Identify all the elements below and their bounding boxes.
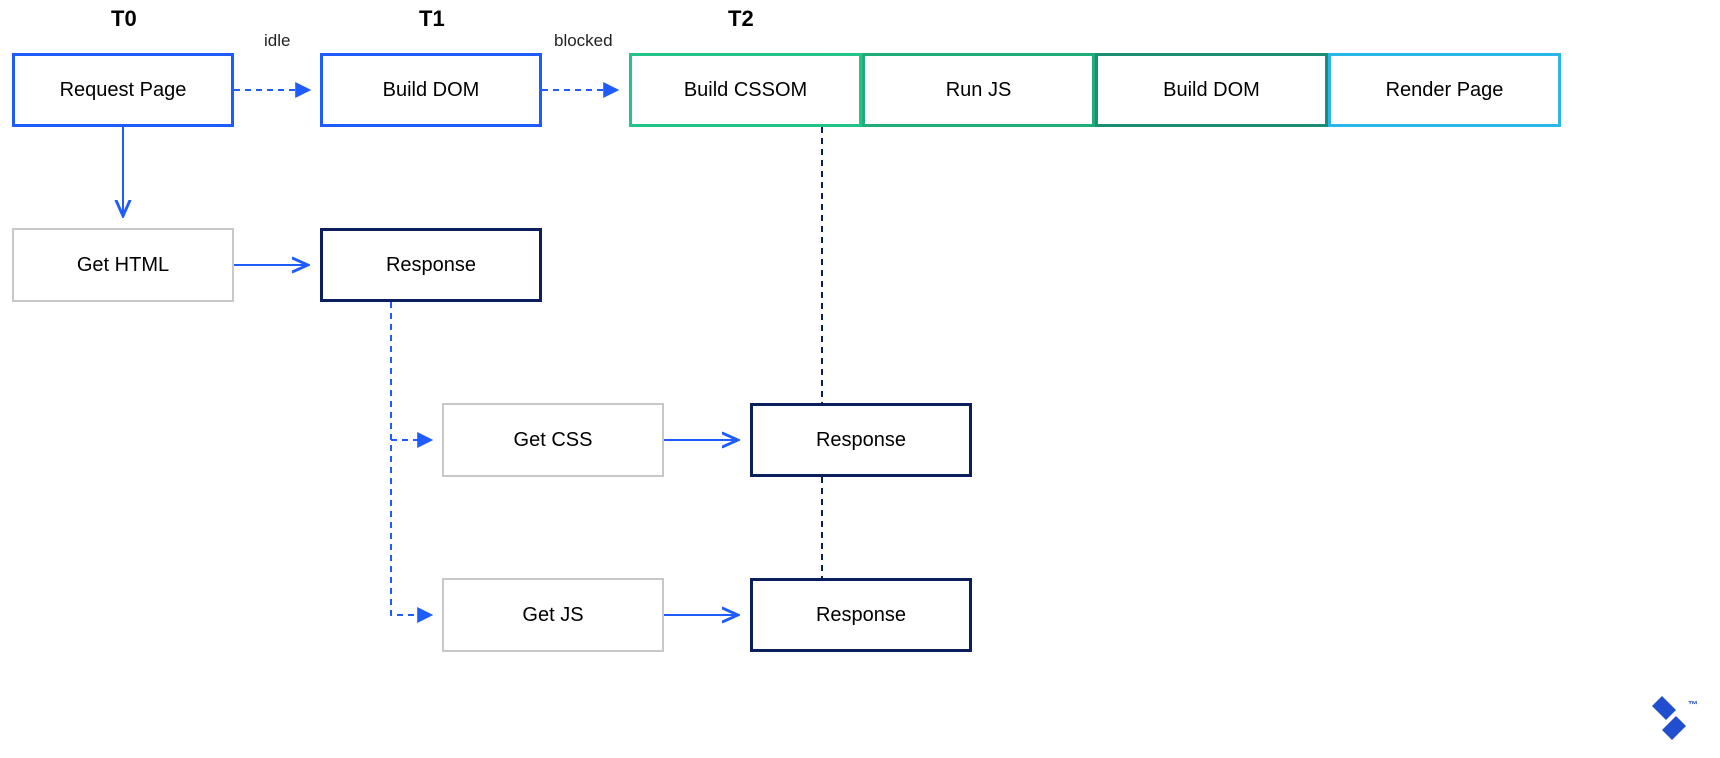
trademark-label: ™ [1688, 700, 1698, 711]
node-response-1: Response [320, 228, 542, 302]
annotation-blocked: blocked [554, 31, 613, 51]
node-get-js: Get JS [442, 578, 664, 652]
node-get-html: Get HTML [12, 228, 234, 302]
time-label-t0: T0 [111, 6, 137, 32]
node-build-dom-1: Build DOM [320, 53, 542, 127]
node-response-3: Response [750, 578, 972, 652]
time-label-t2: T2 [728, 6, 754, 32]
time-label-t1: T1 [419, 6, 445, 32]
node-response-2: Response [750, 403, 972, 477]
node-get-css: Get CSS [442, 403, 664, 477]
toptal-logo-icon [1652, 696, 1686, 740]
annotation-idle: idle [264, 31, 290, 51]
node-request-page: Request Page [12, 53, 234, 127]
toptal-logo: ™ [1652, 696, 1698, 740]
node-build-cssom: Build CSSOM [629, 53, 862, 127]
node-build-dom-2: Build DOM [1095, 53, 1328, 127]
node-run-js: Run JS [862, 53, 1095, 127]
node-render-page: Render Page [1328, 53, 1561, 127]
edge-resp1-getjs [391, 302, 430, 615]
